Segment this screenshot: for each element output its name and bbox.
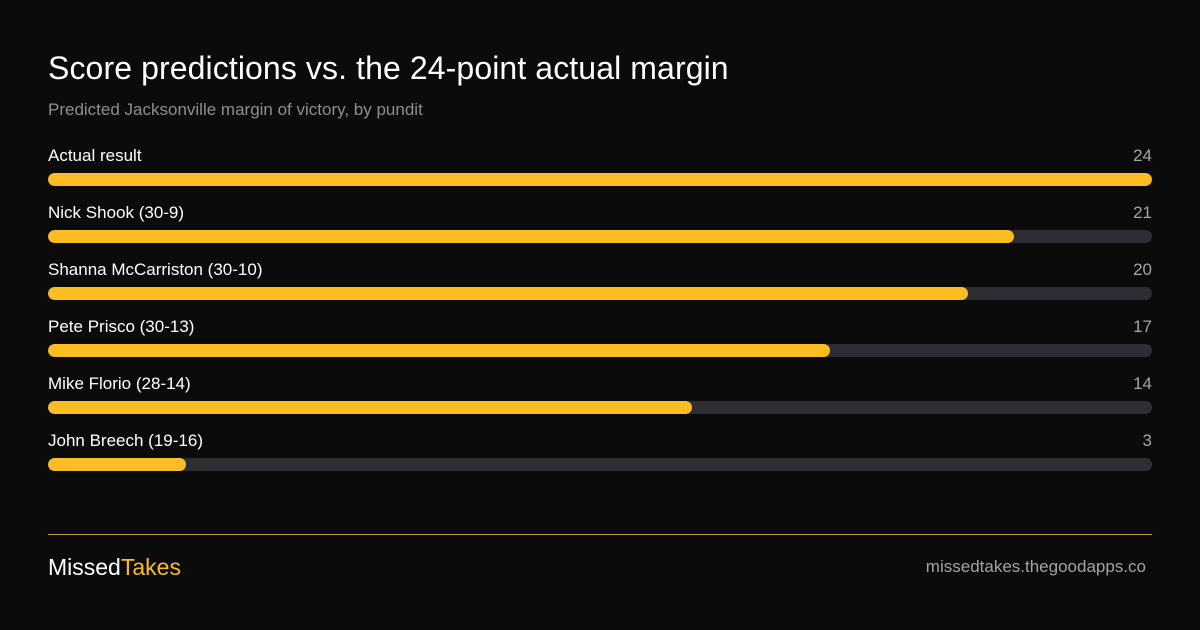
bar-label: Mike Florio (28-14) xyxy=(48,374,191,393)
bar-row: John Breech (19-16) 3 xyxy=(48,431,1152,488)
bar-track xyxy=(48,173,1152,186)
bar-label: Nick Shook (30-9) xyxy=(48,203,185,222)
brand-name-part2: Takes xyxy=(120,554,181,580)
bar-row: Shanna McCarriston (30-10) 20 xyxy=(48,260,1152,317)
bar-track xyxy=(48,401,1152,414)
footer-divider xyxy=(48,534,1152,535)
site-url-link[interactable]: missedtakes.thegoodapps.co xyxy=(925,557,1146,576)
bar-chart: Actual result 24 Nick Shook (30-9) 21 Shanna… xyxy=(48,146,1152,488)
bar-value-label: 14 xyxy=(1133,374,1152,393)
bar-track xyxy=(48,230,1152,243)
bar-fill xyxy=(48,287,968,300)
bar-row: Nick Shook (30-9) 21 xyxy=(48,203,1152,260)
bar-value-label: 21 xyxy=(1133,203,1152,222)
bar-fill xyxy=(48,230,1014,243)
bar-fill xyxy=(48,401,692,414)
bar-label: Shanna McCarriston (30-10) xyxy=(48,260,263,279)
bar-fill xyxy=(48,344,830,357)
bar-label: John Breech (19-16) xyxy=(48,431,203,450)
brand-logo[interactable]: MissedTakes xyxy=(48,554,181,581)
bar-track xyxy=(48,287,1152,300)
brand-name-part1: Missed xyxy=(48,554,121,580)
chart-title: Score predictions vs. the 24-point actua… xyxy=(48,50,729,86)
bar-label: Actual result xyxy=(48,146,142,165)
bar-value-label: 17 xyxy=(1133,317,1152,336)
bar-row: Mike Florio (28-14) 14 xyxy=(48,374,1152,431)
bar-label: Pete Prisco (30-13) xyxy=(48,317,195,336)
bar-track xyxy=(48,458,1152,471)
bar-row: Pete Prisco (30-13) 17 xyxy=(48,317,1152,374)
chart-subtitle: Predicted Jacksonville margin of victory… xyxy=(48,100,423,119)
bar-fill xyxy=(48,458,186,471)
bar-value-label: 20 xyxy=(1133,260,1152,279)
bar-value-label: 24 xyxy=(1133,146,1152,165)
bar-row: Actual result 24 xyxy=(48,146,1152,203)
bar-fill xyxy=(48,173,1152,186)
bar-track xyxy=(48,344,1152,357)
bar-value-label: 3 xyxy=(1142,431,1152,450)
